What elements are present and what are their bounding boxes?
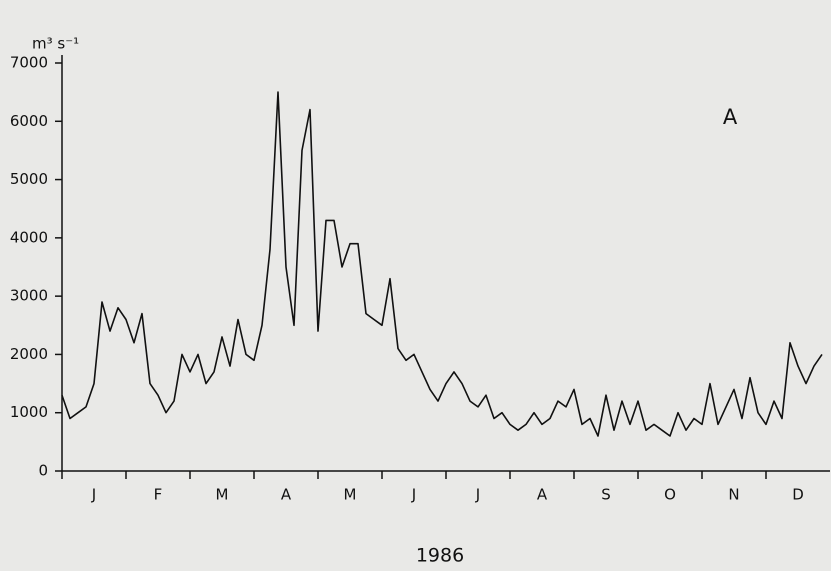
x-axis-label: 1986 <box>416 545 464 567</box>
y-tick-label: 5000 <box>10 170 48 188</box>
x-tick-label: A <box>537 486 548 504</box>
x-tick-label: A <box>281 486 292 504</box>
y-tick-label: 2000 <box>10 345 48 363</box>
y-tick-label: 1000 <box>10 403 48 421</box>
x-tick-label: D <box>792 486 804 504</box>
y-tick-label: 0 <box>38 462 48 480</box>
x-tick-label: M <box>344 486 357 504</box>
y-tick-label: 7000 <box>10 54 48 72</box>
x-tick-label: J <box>475 486 480 504</box>
x-tick-label: J <box>91 486 96 504</box>
y-tick-label: 6000 <box>10 112 48 130</box>
x-tick-label: F <box>154 486 163 504</box>
panel-label: A <box>723 105 738 129</box>
x-tick-label: N <box>728 486 739 504</box>
y-axis-label: m³ s⁻¹ <box>32 35 79 53</box>
y-tick-label: 4000 <box>10 228 48 246</box>
x-tick-label: M <box>216 486 229 504</box>
data-line <box>61 91 823 437</box>
x-tick-label: S <box>601 486 611 504</box>
y-tick-label: 3000 <box>10 287 48 305</box>
x-tick-label: J <box>411 486 416 504</box>
x-tick-label: O <box>664 486 676 504</box>
